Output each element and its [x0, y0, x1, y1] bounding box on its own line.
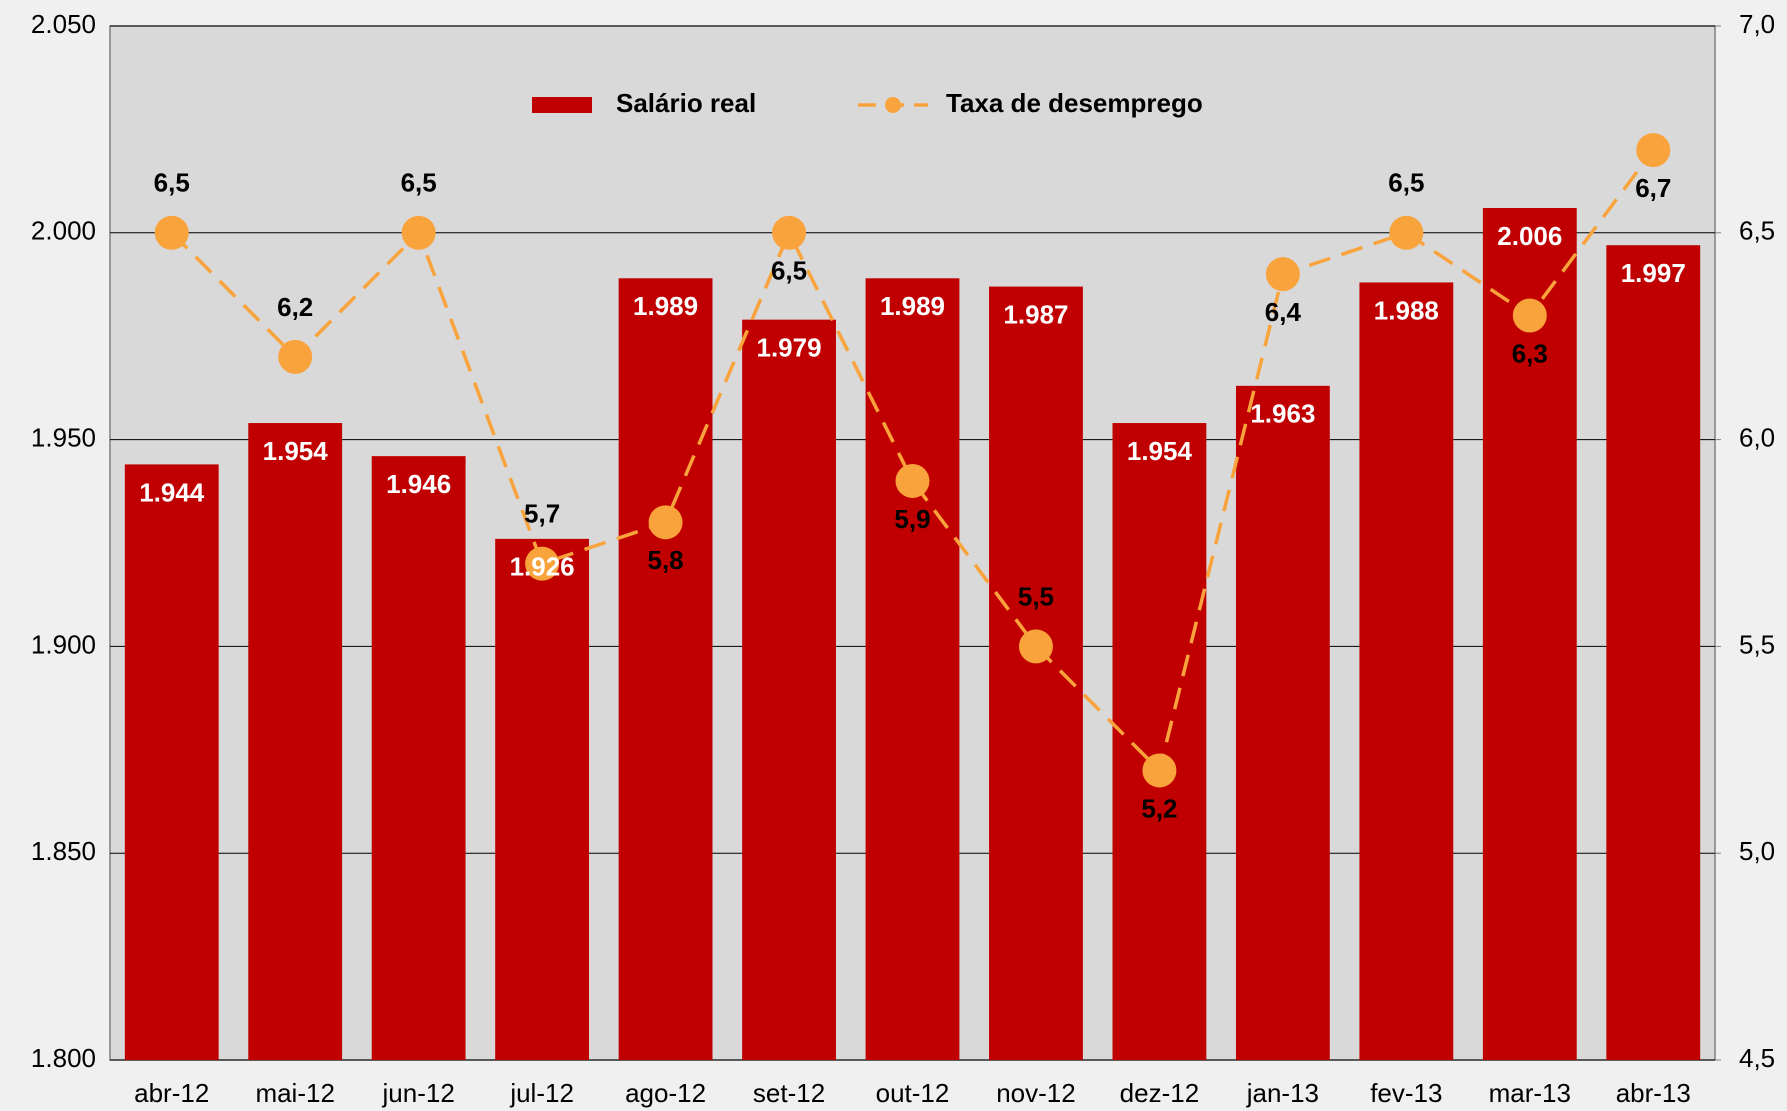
line-marker	[525, 546, 560, 581]
bar	[248, 423, 343, 1060]
line-label: 6,4	[1265, 297, 1302, 327]
y2-tick-label: 5,0	[1739, 836, 1775, 866]
x-tick-label: jan-13	[1246, 1078, 1319, 1108]
bar	[1112, 423, 1207, 1060]
y-tick-label: 1.800	[31, 1043, 96, 1073]
line-marker	[648, 505, 683, 540]
bar-label: 1.979	[756, 333, 821, 363]
line-marker	[772, 215, 807, 250]
bar	[371, 456, 466, 1060]
bar-label: 1.954	[263, 436, 329, 466]
line-label: 6,5	[771, 256, 807, 286]
y-tick-label: 2.000	[31, 216, 96, 246]
y2-tick-label: 6,5	[1739, 216, 1775, 246]
y-tick-label: 1.850	[31, 836, 96, 866]
line-label: 6,5	[154, 168, 190, 198]
bar-label: 1.997	[1621, 258, 1686, 288]
line-marker	[1265, 257, 1300, 292]
bar	[618, 278, 713, 1060]
y2-tick-label: 4,5	[1739, 1043, 1775, 1073]
x-tick-label: nov-12	[996, 1078, 1076, 1108]
x-tick-label: abr-12	[134, 1078, 209, 1108]
bar-label: 2.006	[1497, 221, 1562, 251]
bar-label: 1.963	[1250, 399, 1315, 429]
bar	[495, 538, 590, 1060]
bar-label: 1.988	[1374, 295, 1439, 325]
bar-label: 1.944	[139, 477, 205, 507]
bar	[1359, 282, 1454, 1060]
x-tick-label: jun-12	[382, 1078, 455, 1108]
legend-label: Salário real	[616, 88, 756, 118]
x-tick-label: jul-12	[509, 1078, 574, 1108]
line-label: 5,9	[894, 504, 930, 534]
line-marker	[1142, 753, 1177, 788]
y2-tick-label: 6,0	[1739, 422, 1775, 452]
x-tick-label: ago-12	[625, 1078, 706, 1108]
line-label: 5,8	[647, 545, 683, 575]
x-tick-label: mai-12	[255, 1078, 334, 1108]
y2-tick-label: 7,0	[1739, 9, 1775, 39]
legend-swatch	[532, 97, 592, 113]
bar-label: 1.989	[633, 291, 698, 321]
y2-tick-label: 5,5	[1739, 629, 1775, 659]
line-marker	[1018, 629, 1053, 664]
x-tick-label: mar-13	[1489, 1078, 1571, 1108]
x-tick-label: dez-12	[1120, 1078, 1200, 1108]
x-tick-label: fev-13	[1370, 1078, 1442, 1108]
bar-label: 1.946	[386, 469, 451, 499]
bar	[865, 278, 960, 1060]
x-tick-label: set-12	[753, 1078, 825, 1108]
y-tick-label: 1.900	[31, 629, 96, 659]
line-marker	[401, 215, 436, 250]
bar	[742, 319, 836, 1060]
bar	[1606, 245, 1701, 1060]
line-label: 5,5	[1018, 581, 1054, 611]
bar-label: 1.954	[1127, 436, 1193, 466]
legend-label: Taxa de desemprego	[946, 88, 1203, 118]
bar	[989, 286, 1083, 1060]
bar-label: 1.989	[880, 291, 945, 321]
line-label: 5,7	[524, 499, 560, 529]
line-label: 5,2	[1141, 793, 1177, 823]
line-marker	[1389, 215, 1424, 250]
line-label: 6,5	[401, 168, 437, 198]
line-label: 6,5	[1388, 168, 1424, 198]
x-tick-label: out-12	[876, 1078, 950, 1108]
x-tick-label: abr-13	[1616, 1078, 1691, 1108]
line-marker	[278, 339, 313, 374]
bar	[1482, 207, 1577, 1060]
bar-label: 1.987	[1003, 299, 1068, 329]
bar	[1235, 385, 1330, 1060]
y-tick-label: 1.950	[31, 422, 96, 452]
line-marker	[154, 215, 189, 250]
legend-marker	[885, 97, 901, 113]
line-marker	[1636, 133, 1671, 168]
line-label: 6,2	[277, 292, 313, 322]
line-label: 6,3	[1512, 338, 1548, 368]
line-marker	[1512, 298, 1547, 333]
line-marker	[895, 463, 930, 498]
y-tick-label: 2.050	[31, 9, 96, 39]
bar-label: 1.926	[510, 552, 575, 582]
line-label: 6,7	[1635, 173, 1671, 203]
bar	[124, 464, 219, 1060]
